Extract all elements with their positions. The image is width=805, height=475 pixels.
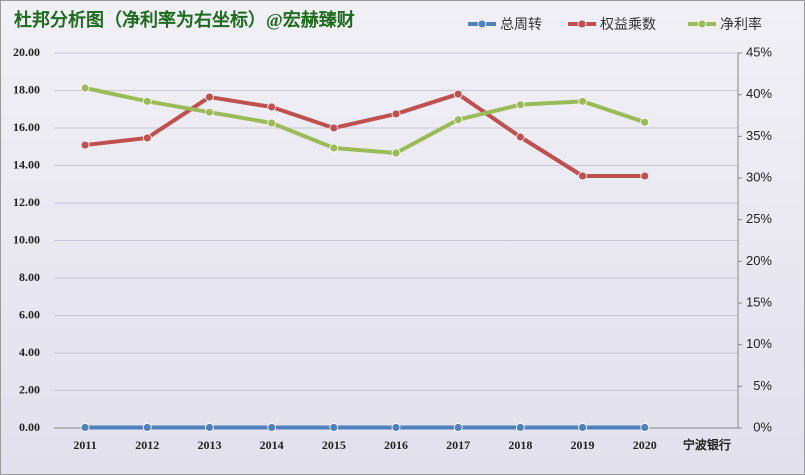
x-tick-label: 2016: [384, 438, 408, 452]
x-tick-label: 2015: [322, 438, 346, 452]
point: [515, 132, 525, 142]
point: [515, 423, 525, 432]
point: [578, 96, 587, 106]
y2-tick-label: 40%: [746, 86, 772, 101]
chart-title: 杜邦分析图（净利率为右坐标）@宏赫臻财: [14, 9, 355, 30]
y-tick-label: 14.00: [13, 157, 40, 171]
point: [267, 102, 277, 112]
point: [205, 92, 214, 102]
legend-label: 总周转: [500, 17, 542, 33]
x-tick-label: 2018: [508, 438, 532, 452]
x-tick-label: 2014: [260, 438, 284, 452]
point: [640, 171, 650, 181]
point: [391, 109, 401, 119]
y2-tick-label: 0%: [753, 419, 772, 434]
y-tick-label: 2.00: [19, 382, 40, 396]
point: [80, 423, 90, 432]
point: [142, 423, 152, 432]
y2-tick-label: 45%: [746, 44, 772, 59]
y2-tick-label: 10%: [746, 336, 772, 351]
point: [391, 148, 401, 158]
point: [391, 423, 401, 432]
y-tick-label: 20.00: [13, 45, 40, 59]
point: [329, 143, 339, 153]
y-tick-label: 16.00: [13, 120, 40, 134]
y2-tick-label: 20%: [746, 253, 772, 268]
y-tick-label: 18.00: [13, 82, 40, 96]
y-tick-label: 6.00: [19, 307, 40, 321]
y-tick-label: 8.00: [19, 270, 40, 284]
y-tick-label: 10.00: [13, 232, 40, 246]
point: [453, 115, 463, 125]
point: [267, 423, 277, 432]
y-tick-label: 12.00: [13, 195, 40, 209]
point: [142, 133, 152, 143]
y2-tick-label: 30%: [746, 169, 772, 184]
point: [640, 423, 650, 432]
x-tick-label: 2019: [571, 438, 595, 452]
point: [80, 83, 90, 93]
point: [453, 89, 463, 99]
point: [578, 423, 587, 432]
point: [578, 171, 587, 181]
point: [329, 423, 339, 432]
y-tick-label: 4.00: [19, 345, 40, 359]
x-tick-label: 2020: [633, 438, 657, 452]
legend-marker: [577, 19, 587, 29]
point: [205, 107, 214, 117]
x-tick-label: 宁波银行: [683, 437, 731, 452]
legend-marker: [477, 19, 487, 29]
legend-marker: [697, 19, 707, 29]
x-tick-label: 2011: [73, 438, 96, 452]
legend-label: 净利率: [720, 16, 762, 33]
legend-label: 权益乘数: [600, 17, 656, 33]
x-tick-label: 2013: [197, 438, 221, 452]
point: [329, 123, 339, 133]
series-line: [84, 86, 646, 155]
y2-tick-label: 25%: [746, 211, 772, 226]
point: [453, 423, 463, 432]
point: [640, 117, 650, 127]
y2-tick-label: 35%: [746, 128, 772, 143]
point: [142, 96, 152, 106]
point: [267, 118, 277, 128]
y-tick-label: 0.00: [19, 420, 40, 434]
x-tick-label: 2012: [135, 438, 159, 452]
series-line: [84, 92, 645, 178]
y2-tick-label: 15%: [746, 294, 772, 309]
point: [205, 423, 214, 432]
x-tick-label: 2017: [446, 438, 470, 452]
point: [515, 100, 525, 110]
point: [80, 140, 90, 150]
y2-tick-label: 5%: [753, 378, 772, 393]
